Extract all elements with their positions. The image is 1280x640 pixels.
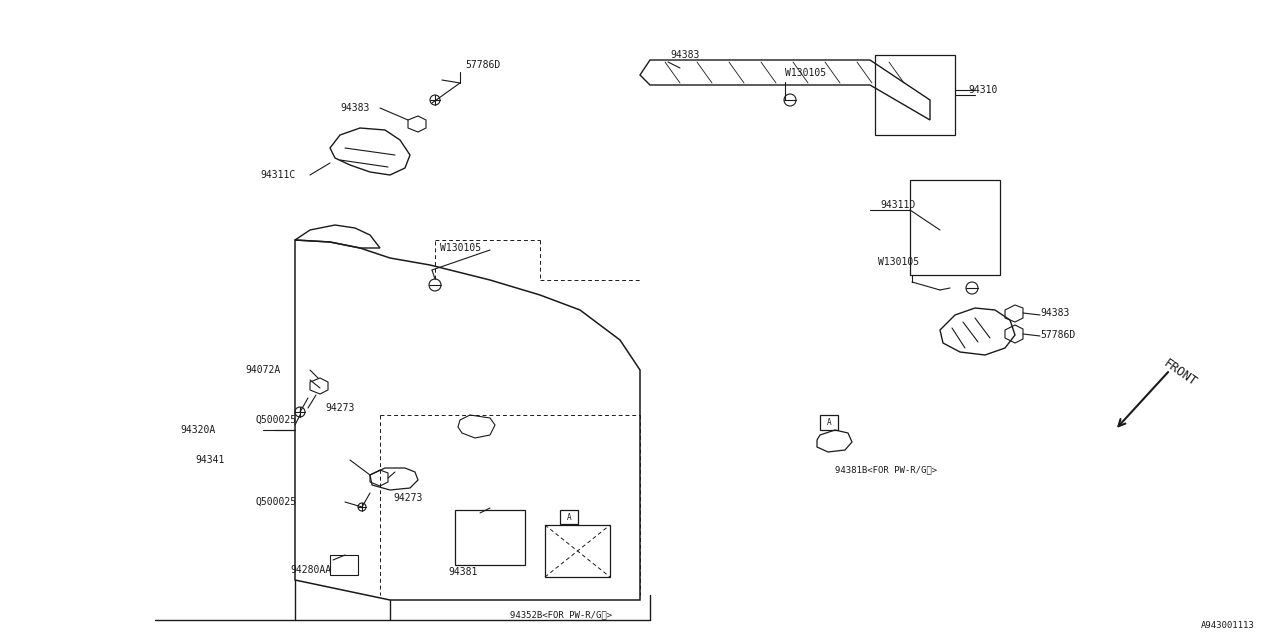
Text: W130105: W130105 [440, 243, 481, 253]
Text: 94383: 94383 [669, 50, 699, 60]
Text: 94311C: 94311C [260, 170, 296, 180]
Text: 94280AA: 94280AA [291, 565, 332, 575]
Text: 57786D: 57786D [1039, 330, 1075, 340]
Text: Q500025: Q500025 [255, 415, 296, 425]
Bar [910, 180, 1000, 275]
Text: Q500025: Q500025 [255, 497, 296, 507]
Text: A: A [567, 513, 571, 522]
Text: 57786D: 57786D [465, 60, 500, 70]
Text: 94273: 94273 [325, 403, 355, 413]
Text: 94352B<FOR PW-R/G車>: 94352B<FOR PW-R/G車> [509, 611, 612, 620]
Bar [454, 510, 525, 565]
Text: 94310: 94310 [968, 85, 997, 95]
Text: 94381B<FOR PW-R/G車>: 94381B<FOR PW-R/G車> [835, 465, 937, 474]
Text: 94383: 94383 [1039, 308, 1069, 318]
Text: A943001113: A943001113 [1201, 621, 1254, 630]
Text: A: A [827, 417, 831, 426]
Bar [820, 415, 838, 430]
Bar [545, 525, 611, 577]
Bar [330, 555, 358, 575]
Text: 94383: 94383 [340, 103, 370, 113]
Text: W130105: W130105 [878, 257, 919, 267]
Bar [561, 510, 579, 524]
Text: 94273: 94273 [393, 493, 422, 503]
Bar [876, 55, 955, 135]
Text: 94311D: 94311D [881, 200, 915, 210]
Text: 94381: 94381 [448, 567, 477, 577]
Text: 94320A: 94320A [180, 425, 215, 435]
Text: FRONT: FRONT [1161, 356, 1199, 389]
Text: 94341: 94341 [195, 455, 224, 465]
Text: 94072A: 94072A [244, 365, 280, 375]
Text: W130105: W130105 [785, 68, 826, 78]
